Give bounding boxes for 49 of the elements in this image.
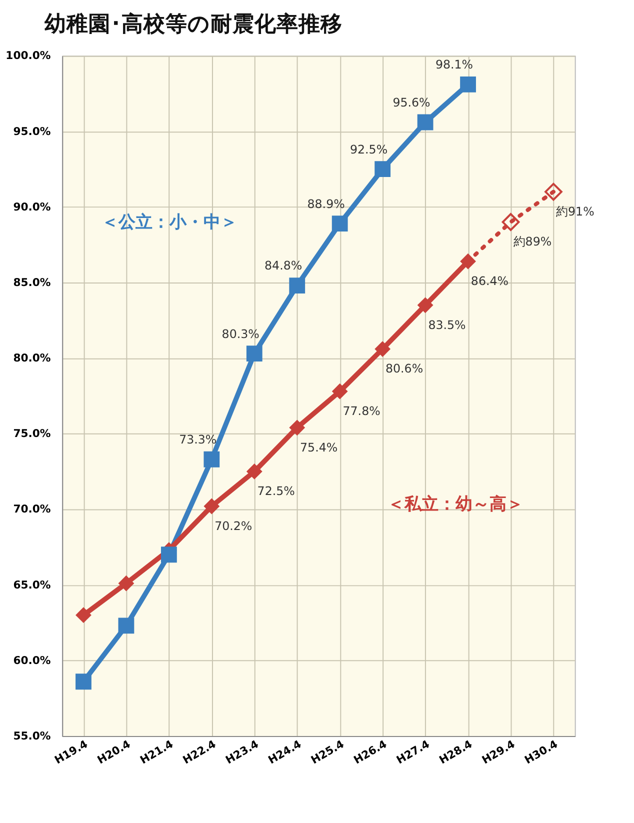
point bbox=[160, 546, 177, 563]
y-tick-label: 65.0% bbox=[13, 578, 51, 592]
point bbox=[417, 297, 434, 314]
point bbox=[246, 464, 262, 480]
point bbox=[544, 182, 562, 201]
data-label: 80.3% bbox=[222, 326, 260, 341]
data-label: 70.2% bbox=[214, 518, 252, 533]
y-tick-label: 60.0% bbox=[13, 654, 51, 667]
y-tick-label: 85.0% bbox=[13, 276, 51, 289]
data-label: 92.5% bbox=[350, 142, 388, 156]
data-label: 73.3% bbox=[179, 432, 217, 447]
text: ＜私立：幼～高＞ bbox=[388, 493, 524, 514]
data-label: 88.9% bbox=[307, 196, 345, 211]
data-label: 80.6% bbox=[385, 362, 424, 376]
data-label: 86.4% bbox=[470, 274, 509, 288]
point bbox=[289, 278, 306, 294]
point bbox=[332, 383, 348, 400]
point bbox=[417, 114, 434, 130]
y-tick-label: 95.0% bbox=[13, 124, 51, 138]
point bbox=[460, 76, 476, 92]
data-label: 84.8% bbox=[264, 258, 302, 273]
y-tick-label: 80.0% bbox=[13, 352, 51, 365]
point bbox=[289, 420, 306, 436]
data-label: 83.5% bbox=[428, 318, 466, 332]
data-label: 77.8% bbox=[342, 404, 380, 418]
point bbox=[76, 607, 92, 624]
point bbox=[204, 451, 220, 468]
y-tick-label: 90.0% bbox=[13, 200, 51, 214]
data-label: 75.4% bbox=[300, 440, 338, 454]
point bbox=[118, 575, 134, 592]
data-label: 98.1% bbox=[435, 58, 474, 72]
data-label: 72.5% bbox=[257, 484, 295, 498]
chart-title: 幼稚園･高校等の耐震化率推移 bbox=[44, 11, 343, 38]
data-label: 95.6% bbox=[392, 95, 430, 110]
point bbox=[374, 341, 391, 357]
y-tick-label: 55.0% bbox=[13, 730, 51, 743]
text: ＜公立：小・中＞ bbox=[102, 211, 238, 232]
y-tick-label: 100.0% bbox=[6, 49, 51, 62]
point bbox=[246, 346, 262, 362]
point bbox=[76, 674, 92, 690]
point bbox=[502, 213, 520, 231]
point bbox=[374, 161, 391, 178]
y-tick-label: 75.0% bbox=[13, 427, 51, 440]
data-label: 約89% bbox=[513, 234, 552, 249]
data-label: 約91% bbox=[556, 204, 594, 218]
point bbox=[204, 498, 220, 514]
point bbox=[118, 618, 134, 634]
point bbox=[332, 216, 348, 232]
y-tick-label: 70.0% bbox=[13, 502, 51, 516]
